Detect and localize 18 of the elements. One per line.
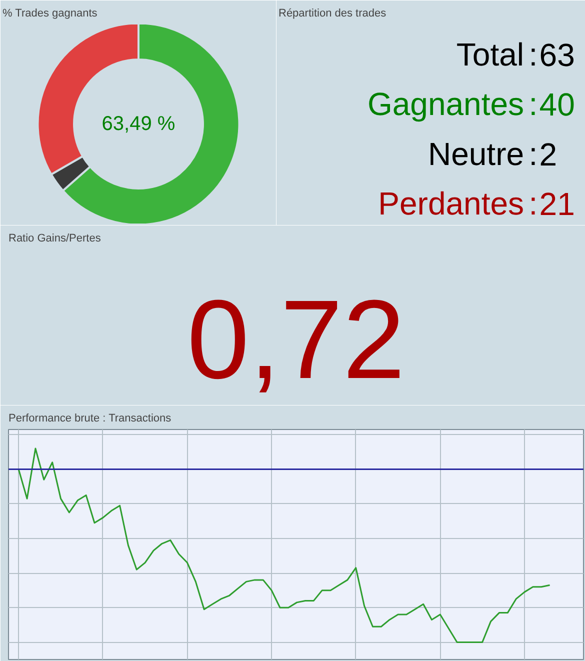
text: :	[528, 86, 538, 122]
data-label: 0,72	[187, 276, 405, 402]
text: Ratio Gains/Pertes	[8, 232, 102, 244]
text: :	[528, 36, 538, 72]
category-label: Total	[456, 36, 524, 72]
text: 63,49 %	[102, 113, 176, 135]
chart-title: % Trades gagnants	[2, 8, 98, 20]
text: Répartition des trades	[278, 8, 387, 20]
data-label: 63	[539, 36, 575, 73]
text: :	[528, 186, 538, 222]
chart-title: Performance brute : Transactions	[8, 412, 172, 424]
category-label: Gagnantes	[367, 86, 524, 122]
text: :	[528, 136, 538, 172]
data-label: 40	[539, 86, 575, 123]
data-label: 2	[539, 136, 558, 172]
category-label: Perdantes	[378, 186, 524, 222]
data-label: 21	[539, 186, 575, 222]
category-label: Neutre	[428, 136, 524, 172]
